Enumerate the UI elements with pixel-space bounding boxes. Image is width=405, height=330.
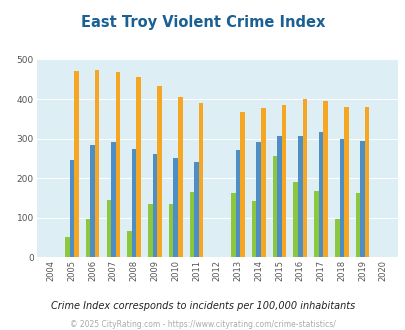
Bar	[65, 237, 69, 257]
Bar	[235, 150, 240, 257]
Bar	[251, 201, 256, 257]
Bar	[318, 132, 322, 257]
Bar	[157, 86, 161, 257]
Bar	[132, 149, 136, 257]
Bar	[256, 142, 260, 257]
Bar	[359, 141, 364, 257]
Bar	[194, 162, 198, 257]
Bar	[272, 156, 277, 257]
Bar	[302, 99, 306, 257]
Bar	[85, 219, 90, 257]
Bar	[189, 192, 194, 257]
Bar	[334, 219, 339, 257]
Bar	[177, 97, 182, 257]
Bar	[343, 107, 348, 257]
Text: East Troy Violent Crime Index: East Troy Violent Crime Index	[81, 15, 324, 30]
Bar	[148, 204, 152, 257]
Bar	[90, 145, 95, 257]
Bar	[281, 105, 286, 257]
Bar	[115, 73, 120, 257]
Bar	[198, 103, 203, 257]
Bar	[168, 204, 173, 257]
Bar	[322, 101, 327, 257]
Bar	[69, 160, 74, 257]
Text: © 2025 CityRating.com - https://www.cityrating.com/crime-statistics/: © 2025 CityRating.com - https://www.city…	[70, 319, 335, 329]
Bar	[293, 182, 297, 257]
Bar	[136, 77, 141, 257]
Text: Crime Index corresponds to incidents per 100,000 inhabitants: Crime Index corresponds to incidents per…	[51, 301, 354, 311]
Bar	[297, 136, 302, 257]
Bar	[111, 142, 115, 257]
Bar	[230, 193, 235, 257]
Bar	[277, 136, 281, 257]
Bar	[240, 112, 244, 257]
Bar	[95, 70, 99, 257]
Bar	[339, 139, 343, 257]
Bar	[106, 200, 111, 257]
Bar	[74, 71, 79, 257]
Bar	[313, 191, 318, 257]
Bar	[173, 158, 177, 257]
Bar	[260, 108, 265, 257]
Bar	[364, 107, 369, 257]
Bar	[152, 154, 157, 257]
Bar	[355, 193, 359, 257]
Bar	[127, 231, 132, 257]
